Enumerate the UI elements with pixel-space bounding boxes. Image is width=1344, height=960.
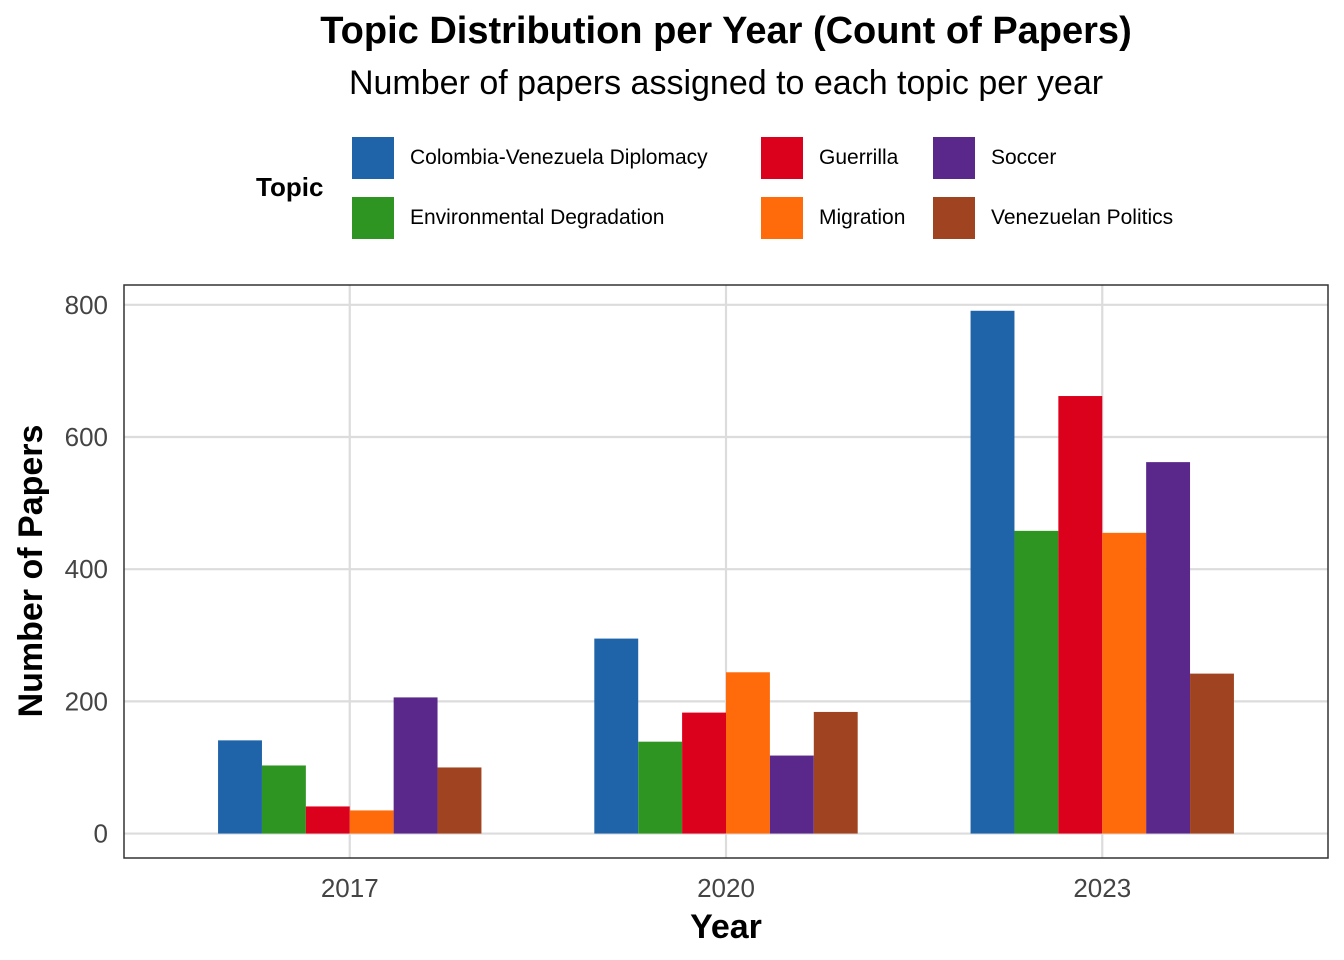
legend-label: Colombia-Venezuela Diplomacy [410,146,708,169]
bar [769,755,814,834]
bar [393,697,438,834]
legend-item-colombia-venezuela-diplomacy: Colombia-Venezuela Diplomacy [352,136,708,180]
legend-item-guerrilla: Guerrilla [761,136,898,180]
bar [813,711,858,834]
bar [970,310,1015,834]
x-tick-label: 2020 [697,873,755,903]
bar [305,806,350,834]
legend-item-environmental-degradation: Environmental Degradation [352,196,664,240]
bar [1058,396,1103,834]
bar [1102,532,1147,834]
bar [726,672,770,834]
legend-title: Topic [256,172,324,202]
legend-item-migration: Migration [761,196,905,240]
legend-item-soccer: Soccer [933,136,1056,180]
y-tick-label: 400 [65,554,108,584]
bar [437,767,482,834]
y-tick-label: 800 [65,290,108,320]
legend-swatch [761,197,803,239]
bar [682,712,726,834]
legend-swatch [761,137,803,179]
legend-label: Environmental Degradation [410,206,665,229]
legend-swatch [352,137,394,179]
chart-subtitle: Number of papers assigned to each topic … [348,64,1104,102]
y-tick-label: 0 [94,819,108,849]
chart-title: Topic Distribution per Year (Count of Pa… [320,10,1132,52]
x-tick-label: 2017 [321,873,379,903]
legend-label: Guerrilla [819,146,899,169]
legend-item-venezuelan-politics: Venezuelan Politics [933,196,1173,240]
y-axis-ticks: 0 200 400 600 800 [65,290,108,849]
x-axis-ticks: 2017 2020 2023 [321,873,1131,903]
bar [1014,530,1059,834]
bar [1190,673,1234,834]
y-axis-title: Number of Papers [12,425,50,718]
y-tick-label: 200 [65,686,108,716]
x-tick-label: 2023 [1073,873,1131,903]
x-axis-title: Year [690,908,762,946]
legend-label: Migration [819,206,906,229]
legend-label: Venezuelan Politics [991,206,1174,229]
legend-swatch [352,197,394,239]
bar [1146,462,1191,834]
bar [594,638,639,834]
bar [638,741,683,834]
legend-label: Soccer [991,146,1057,169]
bar [261,765,306,834]
legend-swatch [933,137,975,179]
y-tick-label: 600 [65,422,108,452]
bar [218,740,262,834]
plot-panel-border [123,284,1329,859]
legend-swatch [933,197,975,239]
bars [218,310,1234,834]
bar [349,810,394,834]
